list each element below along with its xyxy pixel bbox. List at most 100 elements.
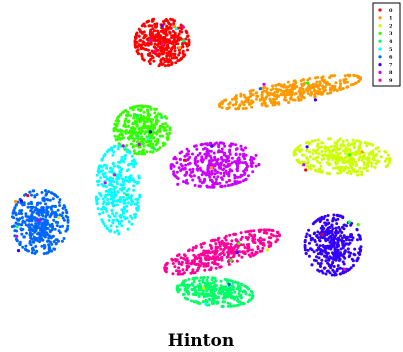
point-3	[161, 144, 165, 147]
point-0	[171, 29, 175, 33]
point-9	[240, 235, 244, 239]
point-4	[199, 276, 203, 280]
point-0	[173, 40, 177, 44]
point-3	[124, 129, 128, 133]
point-2	[364, 166, 368, 170]
point-8	[191, 152, 194, 156]
point-2	[360, 158, 364, 162]
point-8	[219, 171, 223, 175]
point-8	[208, 178, 212, 182]
point-1	[321, 92, 324, 96]
point-3	[168, 126, 172, 130]
point-2	[366, 155, 370, 159]
point-7	[315, 243, 319, 247]
legend-label-7: 7	[389, 62, 393, 68]
point-2	[315, 148, 319, 152]
point-0	[169, 48, 173, 52]
point-2	[328, 151, 332, 155]
point-9	[259, 241, 263, 245]
point-7	[342, 239, 346, 243]
point-2	[336, 139, 340, 143]
point-2	[324, 149, 328, 153]
point-1	[289, 89, 293, 93]
point-5	[102, 200, 106, 204]
point-8	[245, 162, 249, 166]
point-0	[142, 30, 146, 34]
outlier-points	[14, 24, 364, 306]
point-1	[338, 82, 342, 86]
point-6	[66, 218, 70, 222]
point-7	[356, 256, 360, 260]
point-9	[237, 253, 241, 257]
point-6	[63, 205, 67, 209]
point-8	[212, 151, 216, 155]
point-4	[248, 293, 252, 297]
point-5	[104, 185, 108, 189]
point-outlier	[181, 25, 185, 29]
point-8	[228, 152, 232, 156]
point-6	[44, 189, 48, 193]
point-7	[320, 269, 324, 273]
point-8	[188, 168, 192, 172]
point-4	[183, 296, 187, 300]
point-8	[212, 175, 216, 179]
legend-marker-5	[378, 47, 382, 51]
point-7	[347, 238, 351, 242]
point-9	[262, 238, 266, 242]
point-9	[246, 230, 250, 233]
point-4	[186, 283, 190, 287]
point-5	[116, 147, 120, 151]
point-9	[248, 232, 252, 236]
point-2	[386, 153, 390, 157]
point-5	[113, 190, 117, 194]
point-9	[181, 268, 185, 272]
point-outlier	[173, 24, 177, 29]
point-6	[38, 201, 42, 205]
point-1	[341, 87, 345, 91]
point-6	[29, 243, 33, 247]
point-6	[24, 223, 28, 227]
point-7	[324, 250, 328, 254]
point-5	[111, 184, 115, 188]
point-6	[61, 224, 64, 228]
point-2	[348, 160, 352, 164]
point-8	[254, 164, 258, 168]
point-8	[227, 174, 231, 178]
point-6	[58, 204, 62, 207]
point-2	[347, 166, 350, 170]
point-5	[110, 148, 114, 152]
point-5	[110, 179, 113, 183]
point-2	[311, 164, 315, 168]
point-2	[377, 149, 381, 153]
point-2	[308, 141, 312, 145]
point-5	[121, 195, 125, 199]
point-0	[165, 24, 169, 28]
point-9	[190, 259, 194, 263]
point-0	[134, 45, 138, 49]
point-8	[186, 162, 190, 166]
point-9	[200, 245, 204, 249]
point-5	[100, 183, 104, 186]
point-5	[100, 169, 104, 173]
point-1	[222, 99, 226, 103]
point-1	[323, 85, 327, 89]
point-0	[165, 57, 169, 61]
point-6	[21, 245, 25, 249]
point-1	[274, 97, 278, 101]
point-4	[206, 287, 210, 291]
point-9	[200, 253, 204, 257]
point-4	[194, 290, 198, 293]
point-1	[245, 98, 249, 102]
point-6	[57, 229, 61, 233]
point-9	[224, 234, 228, 238]
point-5	[125, 189, 129, 193]
point-9	[246, 249, 250, 253]
point-outlier	[160, 24, 164, 28]
point-0	[181, 45, 185, 49]
point-7	[332, 273, 336, 277]
point-6	[30, 206, 34, 210]
point-1	[265, 87, 269, 91]
point-0	[173, 52, 177, 56]
point-3	[151, 118, 155, 122]
point-7	[318, 239, 322, 243]
